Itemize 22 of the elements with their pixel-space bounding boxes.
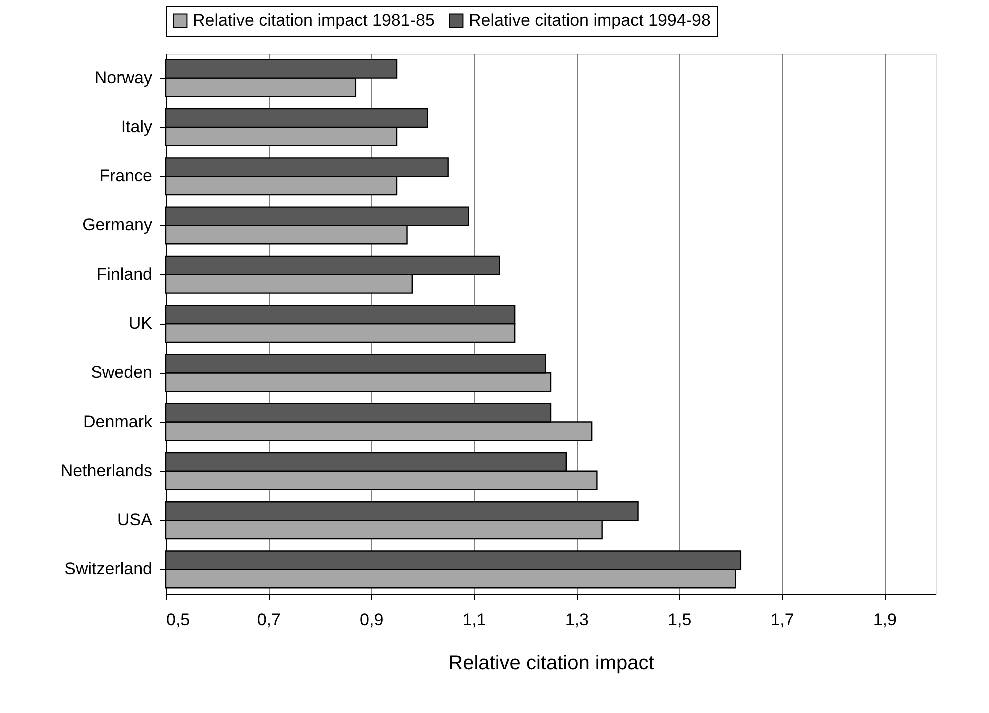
x-tick-label: 1,7 <box>770 610 794 630</box>
x-tick-label: 1,3 <box>565 610 589 630</box>
y-tick-label: Finland <box>96 264 152 284</box>
y-tick-label: Italy <box>121 117 153 136</box>
y-tick-label: UK <box>128 314 154 333</box>
y-tick-label: Denmark <box>84 412 153 432</box>
x-tick-label: 0,5 <box>166 610 190 630</box>
x-tick-label: 1,9 <box>873 610 897 630</box>
x-tick-label: 0,7 <box>257 610 281 630</box>
x-tick-label: 1,1 <box>462 610 486 630</box>
y-tick-label: USA <box>118 510 154 530</box>
x-tick-label: 1,5 <box>668 610 692 630</box>
y-tick-label: Switzerland <box>64 560 152 579</box>
y-tick-label: Netherlands <box>60 461 152 480</box>
y-tick-label: Germany <box>82 216 153 235</box>
y-tick-label: Norway <box>94 68 153 88</box>
legend-label: Relative citation impact 1994-98 <box>469 10 711 30</box>
y-tick-label: Sweden <box>91 363 152 382</box>
x-tick-label: 0,9 <box>360 610 384 630</box>
y-tick-label: France <box>100 166 152 186</box>
legend-label: Relative citation impact 1981-85 <box>193 10 435 30</box>
x-axis-title: Relative citation impact <box>448 652 655 674</box>
